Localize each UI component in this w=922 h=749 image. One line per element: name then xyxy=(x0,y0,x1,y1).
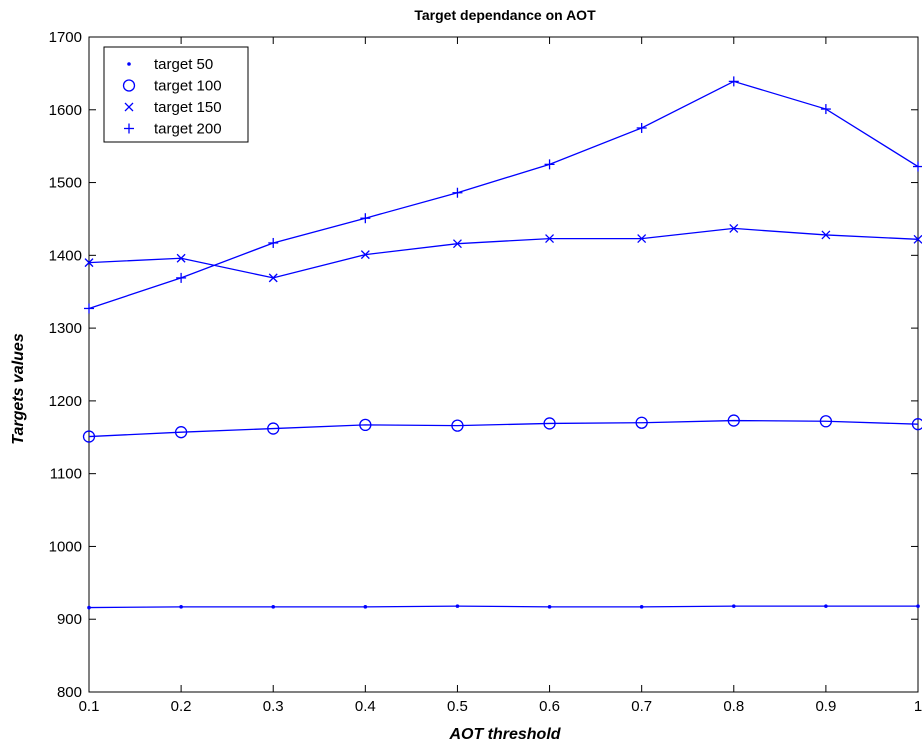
y-tick-label: 1700 xyxy=(49,29,82,46)
y-axis-label: Targets values xyxy=(10,333,27,445)
x-tick-label: 0.3 xyxy=(263,698,284,715)
series-line xyxy=(89,606,918,607)
y-tick-label: 1300 xyxy=(49,320,82,337)
series-line xyxy=(89,228,918,277)
data-point xyxy=(179,605,183,609)
y-tick-label: 1600 xyxy=(49,102,82,119)
data-point xyxy=(545,159,555,169)
x-tick-label: 0.4 xyxy=(355,698,376,715)
legend-label: target 50 xyxy=(154,56,213,73)
data-point xyxy=(360,213,370,223)
data-point xyxy=(913,162,922,172)
legend-label: target 100 xyxy=(154,78,222,95)
data-point xyxy=(916,604,920,608)
data-point xyxy=(824,604,828,608)
x-tick-label: 0.8 xyxy=(723,698,744,715)
legend-label: target 200 xyxy=(154,121,222,138)
data-point xyxy=(821,104,831,114)
data-point xyxy=(637,123,647,133)
y-tick-label: 1100 xyxy=(50,466,82,483)
data-point xyxy=(732,604,736,608)
series-line xyxy=(89,421,918,437)
data-point xyxy=(548,605,552,609)
y-tick-label: 1200 xyxy=(49,393,82,410)
series-target-150 xyxy=(85,224,922,281)
y-tick-label: 800 xyxy=(57,684,82,701)
y-tick-label: 1000 xyxy=(49,538,82,555)
x-tick-label: 0.7 xyxy=(631,698,652,715)
data-point xyxy=(640,605,644,609)
data-point xyxy=(176,273,186,283)
series-target-50 xyxy=(87,604,920,609)
data-point xyxy=(84,303,94,313)
series-target-100 xyxy=(84,415,922,442)
series-layer xyxy=(84,76,922,609)
data-point xyxy=(364,605,368,609)
legend-label: target 150 xyxy=(154,99,222,116)
y-tick-label: 900 xyxy=(57,611,82,628)
x-axis-label: AOT threshold xyxy=(448,726,561,743)
y-tick-label: 1500 xyxy=(49,175,82,192)
data-point xyxy=(271,605,275,609)
x-tick-label: 0.5 xyxy=(447,698,468,715)
data-point xyxy=(127,62,131,66)
data-point xyxy=(729,76,739,86)
x-tick-label: 0.2 xyxy=(171,698,192,715)
chart-title: Target dependance on AOT xyxy=(414,7,596,23)
y-tick-label: 1400 xyxy=(49,247,82,264)
x-tick-label: 1 xyxy=(914,698,922,715)
x-tick-label: 0.9 xyxy=(815,698,836,715)
x-tick-label: 0.6 xyxy=(539,698,560,715)
data-point xyxy=(456,604,460,608)
legend: target 50 target 100 target 150 target 200 xyxy=(104,47,248,142)
data-point xyxy=(452,188,462,198)
data-point xyxy=(87,606,91,610)
data-point xyxy=(268,238,278,248)
